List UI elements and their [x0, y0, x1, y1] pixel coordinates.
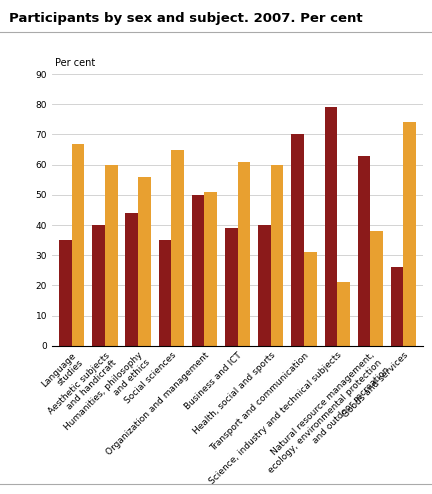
Text: Participants by sex and subject. 2007. Per cent: Participants by sex and subject. 2007. P…	[9, 12, 362, 25]
Bar	[204, 192, 217, 346]
Bar	[171, 150, 184, 346]
Bar	[72, 144, 84, 346]
Bar	[258, 225, 271, 346]
Bar	[337, 283, 350, 346]
Bar	[125, 213, 138, 346]
Bar	[391, 267, 403, 346]
Text: Per cent: Per cent	[55, 58, 95, 68]
Bar	[324, 107, 337, 346]
Bar	[225, 228, 238, 346]
Bar	[304, 252, 317, 346]
Bar	[92, 225, 105, 346]
Bar	[271, 165, 283, 346]
Bar	[291, 134, 304, 346]
Bar	[238, 162, 250, 346]
Bar	[159, 240, 171, 346]
Bar	[358, 156, 370, 346]
Bar	[59, 240, 72, 346]
Bar	[370, 231, 383, 346]
Bar	[192, 195, 204, 346]
Bar	[403, 123, 416, 346]
Bar	[105, 165, 118, 346]
Bar	[138, 177, 151, 346]
